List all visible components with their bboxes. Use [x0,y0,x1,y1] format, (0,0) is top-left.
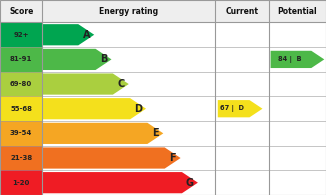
Text: 92+: 92+ [13,32,29,38]
Bar [0,146,42,170]
Polygon shape [42,123,163,144]
Text: 81-91: 81-91 [10,56,32,62]
Text: G: G [186,178,194,188]
Bar [0,170,42,195]
Text: Score: Score [9,7,33,16]
Text: 55-68: 55-68 [10,106,32,112]
Polygon shape [42,74,129,95]
Text: Energy rating: Energy rating [99,7,158,16]
Text: A: A [82,30,90,40]
Text: 67 |  D: 67 | D [220,105,244,112]
Text: 69-80: 69-80 [10,81,32,87]
Text: Current: Current [226,7,259,16]
Bar [0,22,42,47]
Text: E: E [152,128,159,138]
Polygon shape [42,172,198,193]
Text: 21-38: 21-38 [10,155,32,161]
Polygon shape [218,100,262,117]
Text: 1-20: 1-20 [12,180,30,186]
Bar [0,121,42,146]
Bar [0,47,42,72]
Bar [0,96,42,121]
Polygon shape [42,49,111,70]
Bar [0,72,42,96]
Text: F: F [169,153,176,163]
Text: B: B [100,54,107,64]
Polygon shape [42,98,146,119]
Polygon shape [42,147,181,169]
Text: D: D [134,104,142,114]
Polygon shape [271,51,324,68]
Polygon shape [42,24,94,45]
Text: 39-54: 39-54 [10,130,32,136]
Bar [0,0,326,22]
Text: 84 |  B: 84 | B [277,56,301,63]
Text: C: C [117,79,125,89]
Text: Potential: Potential [278,7,317,16]
